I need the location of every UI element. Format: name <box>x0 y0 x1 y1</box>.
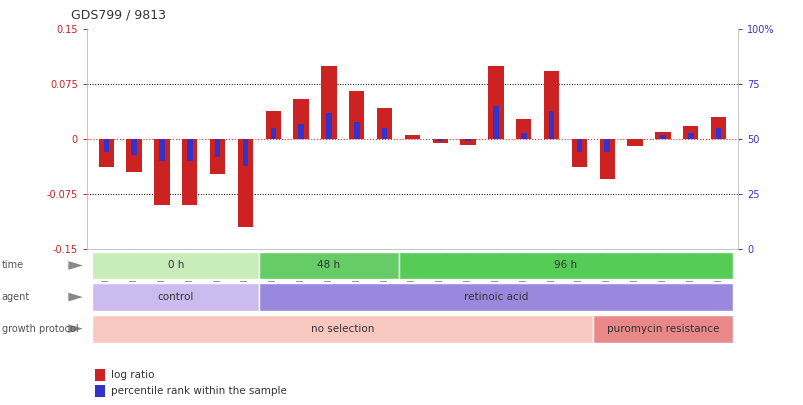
Bar <box>214 139 220 157</box>
Bar <box>259 283 732 311</box>
Bar <box>687 132 693 139</box>
Text: retinoic acid: retinoic acid <box>463 292 528 302</box>
Bar <box>99 139 114 167</box>
Bar <box>516 119 531 139</box>
Bar <box>432 139 447 143</box>
Bar <box>544 71 559 139</box>
Bar <box>92 315 593 343</box>
Bar <box>326 113 332 139</box>
Text: puromycin resistance: puromycin resistance <box>606 324 718 334</box>
Bar <box>270 128 275 139</box>
Bar <box>159 139 165 161</box>
Bar <box>293 99 308 139</box>
Bar <box>238 139 253 227</box>
Text: percentile rank within the sample: percentile rank within the sample <box>111 386 287 396</box>
Text: 48 h: 48 h <box>317 260 340 271</box>
Bar <box>599 139 614 179</box>
Bar <box>460 139 475 145</box>
Polygon shape <box>68 324 83 333</box>
Bar <box>377 108 392 139</box>
Bar <box>404 135 420 139</box>
Bar <box>104 139 109 152</box>
Bar <box>604 139 609 152</box>
Bar <box>259 252 398 279</box>
Bar <box>381 128 387 139</box>
Bar <box>126 139 141 172</box>
Bar <box>182 139 198 205</box>
Bar <box>298 124 304 139</box>
Text: agent: agent <box>2 292 30 302</box>
Text: 0 h: 0 h <box>168 260 184 271</box>
Bar <box>654 132 670 139</box>
Bar <box>710 117 725 139</box>
Text: 96 h: 96 h <box>553 260 577 271</box>
Bar <box>487 66 503 139</box>
Bar <box>659 135 665 139</box>
Bar <box>715 128 720 139</box>
Bar <box>593 315 732 343</box>
Bar <box>353 122 359 139</box>
Bar <box>492 106 498 139</box>
Bar <box>465 139 471 141</box>
Text: growth protocol: growth protocol <box>2 324 78 334</box>
Text: no selection: no selection <box>311 324 374 334</box>
Bar <box>349 92 364 139</box>
Bar <box>131 139 137 155</box>
Bar <box>437 139 442 141</box>
Bar <box>626 139 642 147</box>
Text: log ratio: log ratio <box>111 370 154 379</box>
Polygon shape <box>68 261 83 270</box>
Bar <box>683 126 698 139</box>
Text: control: control <box>157 292 194 302</box>
Bar <box>571 139 586 167</box>
Text: GDS799 / 9813: GDS799 / 9813 <box>71 8 165 21</box>
Bar <box>321 66 336 139</box>
Bar <box>187 139 193 161</box>
Bar <box>520 132 526 139</box>
Text: time: time <box>2 260 24 271</box>
Bar <box>548 111 554 139</box>
Polygon shape <box>68 293 83 301</box>
Bar <box>92 252 259 279</box>
Bar <box>243 139 248 166</box>
Bar <box>92 283 259 311</box>
Bar <box>210 139 225 174</box>
Bar <box>398 252 732 279</box>
Bar <box>154 139 169 205</box>
Bar <box>265 111 280 139</box>
Bar <box>576 139 581 152</box>
